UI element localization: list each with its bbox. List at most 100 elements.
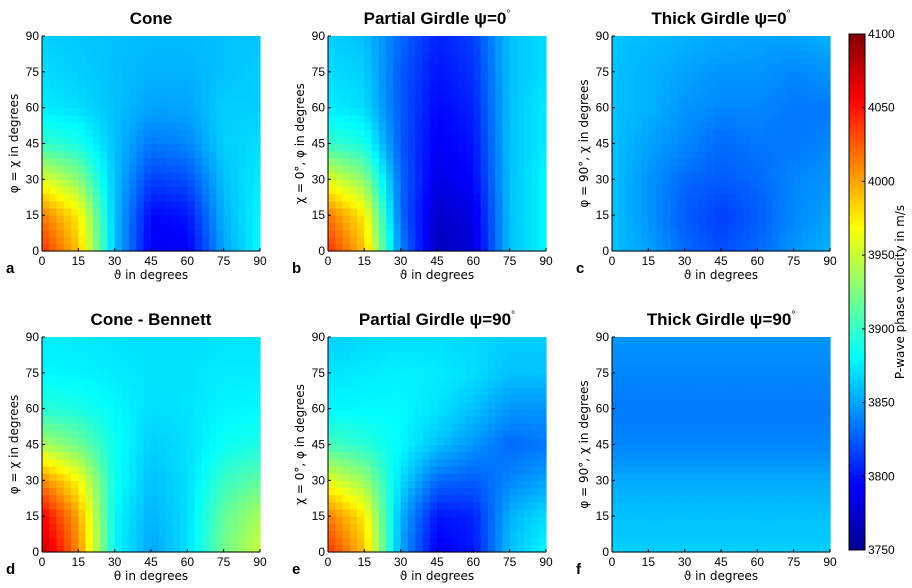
x-tick-label: 75 [503,254,517,268]
heatmap-cell [63,243,72,252]
heatmap-cell [466,215,474,223]
y-axis-label: φ = χ in degrees [7,94,21,193]
heatmap-cell [252,93,261,102]
heatmap-cell [121,193,130,202]
heatmap-cell [422,394,431,403]
heatmap-cell [648,122,657,130]
heatmap-cell [662,107,671,116]
heatmap-cell [230,523,239,532]
heatmap-cell [655,516,664,524]
heatmap-cell [451,530,460,539]
heatmap-cell [524,79,533,87]
heatmap-cell [437,516,445,524]
heatmap-cell [764,93,773,102]
heatmap-cell [437,43,445,51]
heatmap-cell [342,107,351,116]
heatmap-cell [42,236,50,245]
heatmap-cell [458,401,467,410]
heatmap-cell [180,451,188,460]
heatmap-cell [129,430,138,438]
heatmap-cell [407,71,416,80]
heatmap-cell [779,165,787,173]
heatmap-cell [121,387,130,395]
heatmap-cell [495,236,503,245]
heatmap-cell [516,466,525,474]
heatmap-cell [495,530,503,539]
heatmap-cell [451,236,460,245]
heatmap-cell [444,93,453,102]
heatmap-cell [364,380,373,388]
heatmap-cell [121,473,130,481]
heatmap-cell [121,523,130,532]
heatmap-cell [357,222,365,231]
heatmap-cell [386,487,394,496]
heatmap-cell [706,480,715,489]
heatmap-cell [378,344,387,352]
heatmap-cell [422,129,431,137]
heatmap-cell [480,380,489,388]
heatmap-cell [187,43,196,51]
heatmap-cell [357,236,365,245]
heatmap-cell [100,71,108,80]
heatmap-cell [495,143,503,152]
heatmap-cell [42,444,50,453]
heatmap-cell [786,93,795,102]
heatmap-cell [107,50,116,59]
heatmap-cell [487,423,496,431]
heatmap-cell [180,358,188,367]
heatmap-cell [364,36,373,44]
heatmap-cell [209,480,217,489]
heatmap-cell [158,36,167,44]
heatmap-cell [822,229,831,238]
heatmap-cell [223,114,232,123]
heatmap-cell [779,487,787,496]
heatmap-cell [42,150,50,159]
heatmap-cell [684,186,693,195]
heatmap-cell [524,394,533,403]
heatmap-cell [531,494,540,503]
heatmap-cell [626,480,635,489]
heatmap-cell [779,136,787,145]
heatmap-cell [121,229,130,238]
heatmap-cell [779,100,787,109]
heatmap-cell [42,229,50,238]
heatmap-cell [335,430,344,438]
heatmap-cell [56,387,65,395]
heatmap-cell [386,480,394,489]
heatmap-cell [662,537,671,546]
heatmap-cell [349,451,358,460]
heatmap-cell [400,193,409,202]
heatmap-cell [187,79,196,87]
heatmap-cell [71,458,79,467]
heatmap-cell [201,86,210,94]
heatmap-cell [458,93,467,102]
heatmap-cell [538,100,547,109]
heatmap-cell [538,387,547,395]
heatmap-cell [808,222,817,231]
heatmap-cell [466,165,474,173]
heatmap-cell [771,487,780,496]
heatmap-cell [451,372,460,381]
heatmap-cell [172,86,181,94]
heatmap-cell [194,387,203,395]
heatmap-cell [335,401,344,410]
heatmap-cell [136,143,145,152]
heatmap-cell [223,394,232,403]
heatmap-cell [107,136,116,145]
heatmap-cell [349,408,358,417]
heatmap-cell [415,64,424,73]
heatmap-cell [349,344,358,352]
heatmap-cell [524,494,533,503]
heatmap-cell [114,423,123,431]
heatmap-cell [107,86,116,94]
heatmap-cell [451,401,460,410]
heatmap-cell [648,530,657,539]
heatmap-cell [742,509,751,517]
heatmap-cell [209,50,217,59]
heatmap-cell [400,157,409,166]
heatmap-cell [187,337,196,345]
heatmap-cell [538,186,547,195]
heatmap-cell [662,186,671,195]
heatmap-cell [49,344,58,352]
heatmap-cell [78,394,87,403]
